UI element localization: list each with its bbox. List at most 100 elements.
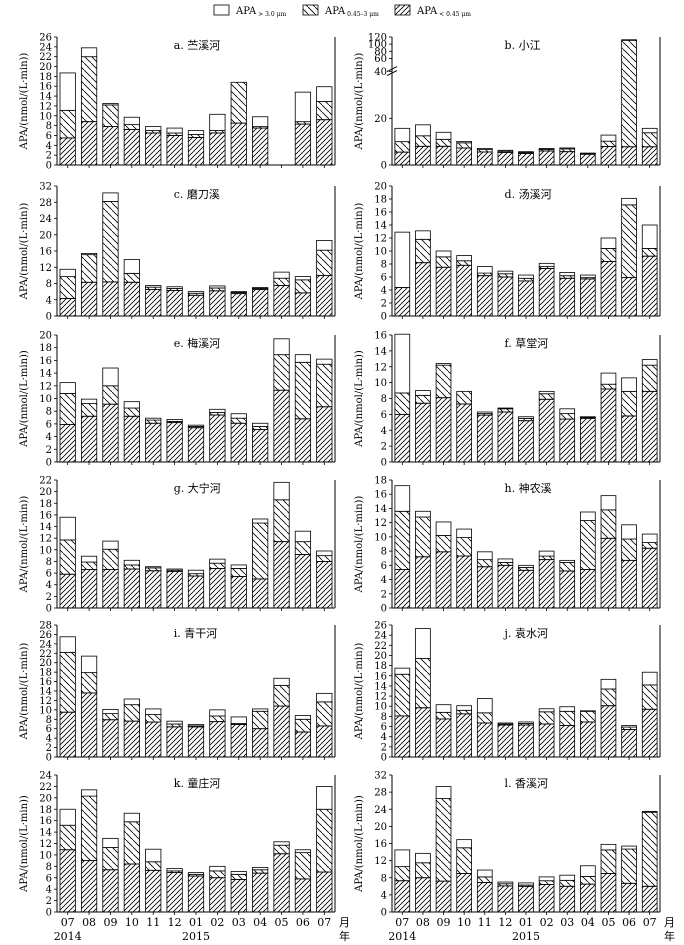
bar-segment-lt045 [80, 121, 98, 166]
bar-segment-045-3 [641, 542, 658, 549]
y-tick-label: 12 [374, 856, 387, 867]
bar-segment-lt045 [600, 537, 617, 609]
bar-segment-gt3 [476, 411, 493, 414]
bar-segment-lt045 [559, 885, 576, 913]
bar-segment-045-3 [394, 392, 411, 415]
y-tick-label: 0 [381, 458, 387, 469]
y-tick-label: 0 [381, 312, 387, 323]
y-tick-label: 22 [39, 476, 52, 487]
bar-segment-lt045 [394, 413, 411, 463]
bar-segment-gt3 [102, 103, 119, 106]
bar-segment-045-3 [559, 148, 576, 153]
bar-segment-gt3 [59, 382, 76, 394]
bar-segment-lt045 [123, 568, 140, 609]
bar-segment-gt3 [621, 524, 637, 540]
bar-segment-045-3 [273, 844, 290, 855]
bar-segment-lt045 [394, 286, 411, 317]
bar-segment-lt045 [435, 266, 452, 317]
bar-segment-045-3 [456, 260, 472, 266]
bar-segment-lt045 [559, 151, 576, 166]
year-label: 2015 [512, 930, 540, 943]
bar-segment-045-3 [123, 821, 140, 865]
bar-segment-045-3 [209, 870, 226, 879]
y-axis-label: APA/(nmol/(L·min)) [19, 203, 30, 301]
bar-segment-lt045 [497, 276, 514, 317]
bar-segment-045-3 [621, 39, 637, 148]
bar-segment-lt045 [252, 429, 269, 463]
bar-segment-045-3 [538, 880, 555, 886]
year-label: 2014 [388, 930, 416, 943]
month-label: 05 [275, 916, 289, 929]
bar-segment-lt045 [497, 724, 514, 758]
bar-segment-045-3 [621, 848, 637, 884]
legend-label: APA > 3.0 μm [235, 6, 286, 18]
y-tick-label: 16 [39, 82, 52, 93]
month-label: 11 [146, 916, 160, 929]
y-tick-label: 12 [39, 263, 52, 274]
y-tick-label: 10 [39, 545, 52, 556]
month-label: 07 [395, 916, 409, 929]
y-tick-label: 2 [46, 592, 52, 603]
bar-segment-045-3 [497, 408, 514, 413]
bar-segment-045-3 [102, 385, 119, 405]
bar-segment-045-3 [316, 101, 333, 121]
y-tick-label: 16 [374, 839, 387, 850]
bar-segment-lt045 [538, 398, 555, 463]
bar-segment-gt3 [580, 710, 596, 712]
bar-segment-gt3 [435, 131, 452, 140]
bar-segment-045-3 [559, 413, 576, 420]
bar-segment-lt045 [621, 882, 637, 913]
bar-segment-lt045 [435, 145, 452, 166]
panel-title: e. 梅溪河 [174, 336, 221, 350]
bar-segment-gt3 [187, 872, 205, 875]
bar-segment-lt045 [294, 292, 312, 317]
y-tick-label: 18 [39, 805, 52, 816]
panel-title: c. 磨刀溪 [174, 188, 220, 201]
bar-segment-gt3 [600, 237, 617, 249]
month-label: 12 [168, 916, 182, 929]
bar-segment-gt3 [538, 262, 555, 268]
bar-segment-gt3 [538, 550, 555, 557]
month-label: 03 [232, 916, 246, 929]
bar-segment-lt045 [123, 863, 140, 913]
bar-segment-lt045 [580, 569, 596, 609]
y-tick-label: 12 [374, 692, 387, 703]
month-unit-label: 月 [664, 916, 675, 929]
y-tick-label: 0 [46, 161, 52, 172]
y-tick-label: 8 [46, 715, 52, 726]
bar-segment-lt045 [394, 151, 411, 166]
bar-segment-lt045 [518, 280, 534, 317]
bar-segment-gt3 [187, 291, 205, 294]
bar-segment-gt3 [394, 485, 411, 512]
bar-segment-gt3 [476, 148, 493, 150]
bar-segment-045-3 [230, 81, 247, 124]
y-tick-label: 2 [381, 299, 387, 310]
bar-segment-045-3 [273, 499, 290, 543]
bar-segment-gt3 [497, 558, 514, 563]
bar-segment-gt3 [456, 839, 472, 849]
y-tick-label: 16 [39, 677, 52, 688]
bar-segment-lt045 [518, 569, 534, 609]
bar-segment-lt045 [230, 422, 247, 463]
y-axis-label: APA/(nmol/(L·min)) [354, 350, 365, 448]
y-tick-label: 12 [374, 234, 387, 245]
y-tick-label: 20 [39, 62, 52, 73]
bar-segment-gt3 [166, 286, 183, 289]
y-tick-label: 22 [39, 782, 52, 793]
y-tick-label: 4 [381, 575, 387, 586]
y-tick-label: 20 [374, 114, 387, 125]
bar-segment-045-3 [600, 140, 617, 147]
bar-segment-lt045 [518, 885, 534, 913]
bar-segment-gt3 [415, 124, 431, 137]
bar-segment-045-3 [166, 723, 183, 728]
bar-segment-gt3 [600, 495, 617, 511]
bar-segment-gt3 [415, 510, 431, 518]
bar-segment-lt045 [123, 720, 140, 758]
bar-segment-lt045 [600, 873, 617, 913]
bar-segment-gt3 [252, 116, 269, 127]
y-tick-label: 14 [374, 221, 387, 232]
bar-segment-lt045 [538, 559, 555, 609]
bar-segment-045-3 [621, 204, 637, 279]
bar-segment-lt045 [518, 153, 534, 166]
bar-segment-lt045 [456, 555, 472, 609]
